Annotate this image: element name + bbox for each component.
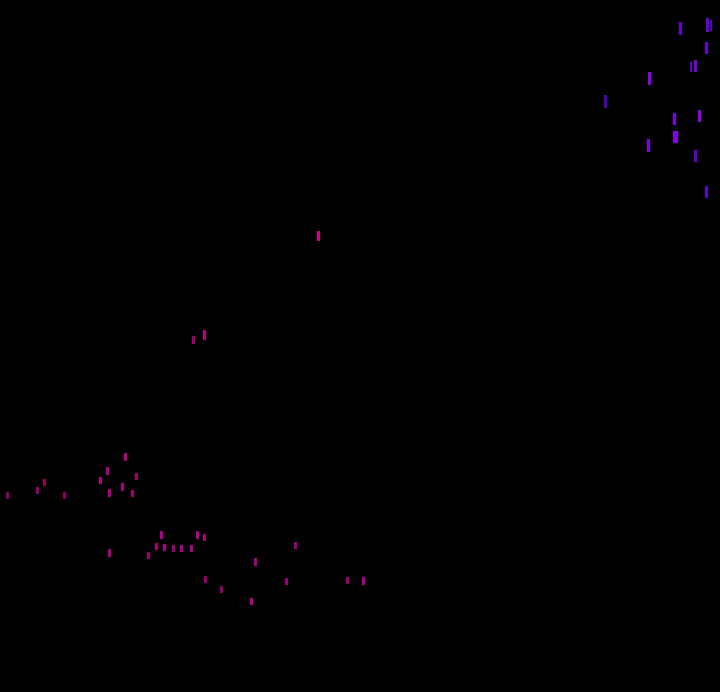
scatter-mark [203, 534, 206, 541]
scatter-mark [147, 552, 150, 559]
scatter-mark [131, 490, 134, 497]
scatter-mark [710, 20, 712, 31]
scatter-mark [135, 473, 138, 480]
scatter-mark [6, 492, 9, 499]
scatter-mark [647, 139, 650, 152]
scatter-mark [694, 150, 697, 162]
scatter-mark [362, 577, 365, 585]
scatter-mark [172, 545, 175, 552]
scatter-mark [160, 531, 163, 539]
scatter-mark [673, 113, 676, 125]
scatter-mark [694, 60, 697, 72]
scatter-mark [108, 549, 111, 557]
scatter-mark [705, 42, 708, 54]
scatter-mark [155, 543, 158, 550]
scatter-mark [250, 598, 253, 605]
scatter-mark [254, 558, 257, 566]
scatter-mark [690, 62, 692, 72]
scatter-mark [705, 186, 708, 198]
scatter-mark [204, 576, 207, 583]
scatter-mark [698, 110, 701, 122]
scatter-mark [99, 477, 102, 484]
scatter-mark [63, 492, 66, 499]
scatter-mark [346, 577, 349, 584]
scatter-mark [163, 544, 166, 551]
scatter-mark [124, 453, 127, 461]
scatter-mark [317, 231, 320, 241]
scatter-mark [673, 131, 678, 143]
scatter-mark [648, 72, 651, 85]
scatter-mark [294, 542, 297, 549]
scatter-mark [285, 578, 288, 585]
scatter-mark [190, 545, 193, 552]
scatter-mark [180, 545, 183, 552]
scatter-mark [192, 336, 195, 344]
scatter-mark [706, 18, 709, 32]
scatter-mark [36, 487, 39, 494]
scatter-mark [196, 531, 199, 539]
scatter-mark [106, 467, 109, 475]
scatter-mark [121, 483, 124, 491]
scatter-mark [604, 95, 607, 108]
scatter-mark [679, 22, 682, 35]
scatter-mark [203, 330, 206, 340]
scatter-mark [43, 479, 46, 486]
scatter-mark [108, 489, 111, 497]
scatter-mark [220, 586, 223, 593]
